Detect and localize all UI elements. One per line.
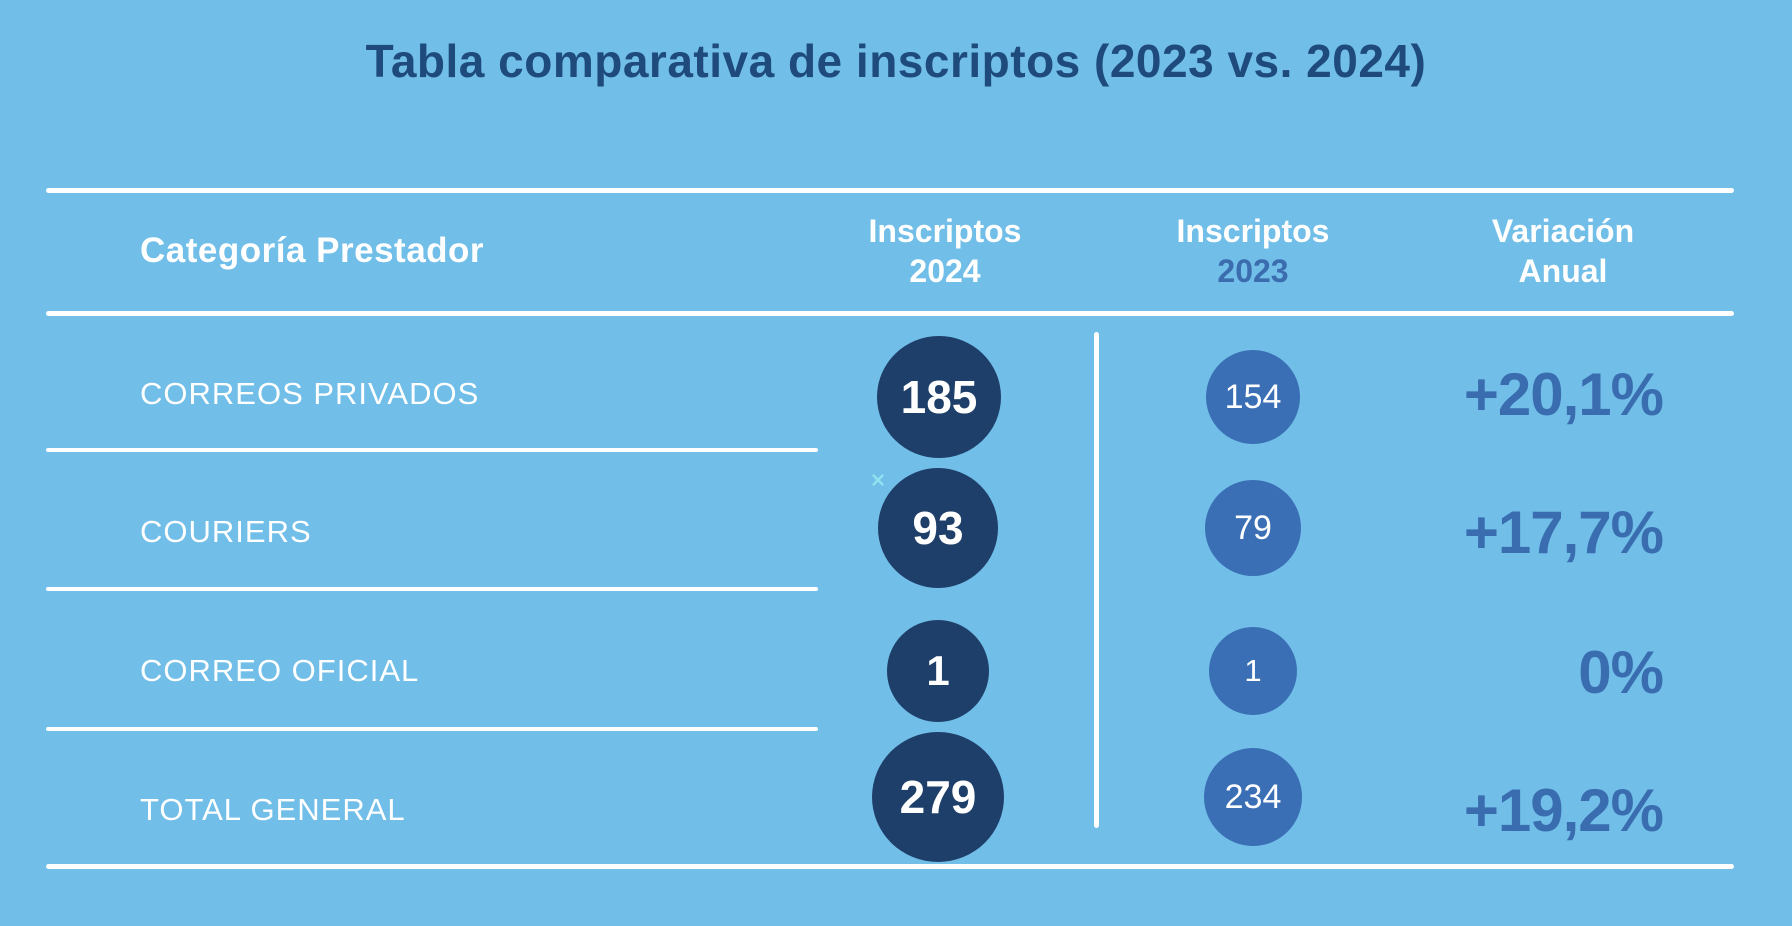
bubble-2024-correos-privados: 185 [877,336,1001,458]
bubble-2023-correo-oficial: 1 [1209,627,1297,715]
row-separator-3 [46,727,818,731]
column-divider-rule [1094,332,1099,828]
header-inscriptos-2024-line1: Inscriptos [868,213,1022,249]
table-bottom-rule [46,864,1734,869]
header-variacion-line1: Variación [1491,213,1635,249]
bubble-2024-couriers: 93 [878,468,998,588]
page-title: Tabla comparativa de inscriptos (2023 vs… [365,35,1427,87]
variation-total-general: +19,2% [1463,777,1664,844]
row-label-correos-privados: CORREOS PRIVADOS [140,375,480,411]
table-row: CORREO OFICIAL 1 1 0% [0,589,1792,729]
bubble-2023-total-general: 234 [1204,748,1302,846]
row-label-couriers: COURIERS [140,513,312,549]
table-row: TOTAL GENERAL 279 234 +19,2% [0,729,1792,866]
row-separator-1 [46,448,818,452]
variation-correo-oficial: 0% [1578,638,1664,706]
row-label-total-general: TOTAL GENERAL [140,791,406,827]
bubble-2024-correo-oficial: 1 [887,620,989,722]
header-bottom-rule [46,311,1734,316]
header-variacion-line2: Anual [1518,253,1608,289]
header-inscriptos-2023-line1: Inscriptos [1176,213,1330,249]
header-inscriptos-2024: Inscriptos 2024 [815,190,1075,312]
header-inscriptos-2023-line2: 2023 [1217,253,1289,289]
table-row: COURIERS 93 79 +17,7% [0,450,1792,589]
row-separator-2 [46,587,818,591]
header-top-rule [46,188,1734,193]
table-row: CORREOS PRIVADOS 185 154 +20,1% [0,313,1792,458]
header-category: Categoría Prestador [140,231,485,270]
row-label-correo-oficial: CORREO OFICIAL [140,653,420,688]
bubble-2024-total-general: 279 [872,732,1004,862]
variation-couriers: +17,7% [1463,499,1664,566]
x-mark-icon [872,474,884,486]
header-inscriptos-2023: Inscriptos 2023 [1123,190,1383,312]
variation-correos-privados: +20,1% [1463,361,1664,428]
bubble-2023-couriers: 79 [1205,480,1301,576]
bubble-2023-correos-privados: 154 [1206,350,1300,444]
header-inscriptos-2024-line2: 2024 [909,253,981,289]
header-variacion-anual: Variación Anual [1433,190,1693,312]
